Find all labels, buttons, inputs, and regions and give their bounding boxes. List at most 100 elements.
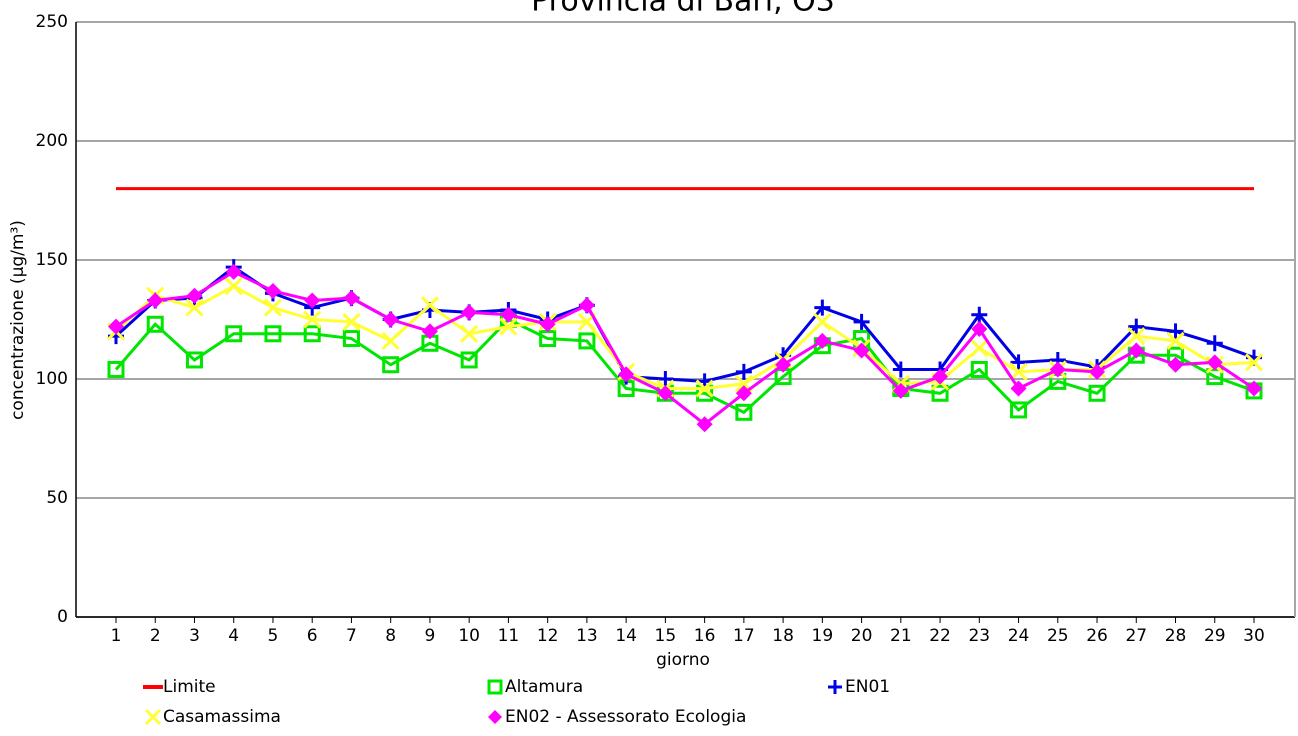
data-point xyxy=(695,379,714,398)
data-point xyxy=(657,371,674,387)
data-point xyxy=(892,361,909,378)
x-tick-label: 15 xyxy=(655,626,677,646)
data-point xyxy=(971,321,988,338)
data-point xyxy=(147,292,164,309)
x-axis-label: giorno xyxy=(656,650,710,670)
data-point xyxy=(1010,380,1027,397)
data-point xyxy=(853,342,870,359)
x-tick-label: 30 xyxy=(1243,626,1265,646)
data-point xyxy=(225,263,242,280)
data-point xyxy=(735,403,753,421)
x-tick-label: 14 xyxy=(615,626,637,646)
y-tick-label: 200 xyxy=(36,131,68,151)
x-tick-label: 2 xyxy=(150,626,161,646)
data-point xyxy=(1088,384,1106,402)
data-point xyxy=(146,315,164,333)
data-point xyxy=(814,299,831,316)
data-point xyxy=(1167,323,1184,340)
series-line xyxy=(115,270,1255,427)
x-tick-label: 10 xyxy=(458,626,480,646)
x-tick-label: 4 xyxy=(228,626,239,646)
data-point xyxy=(263,298,283,317)
data-point xyxy=(813,312,832,331)
data-point xyxy=(382,311,399,328)
data-point xyxy=(185,298,204,317)
legend-label: Casamassima xyxy=(163,707,281,727)
data-point xyxy=(1089,363,1106,380)
data-point xyxy=(931,384,949,402)
data-point xyxy=(892,382,909,399)
x-tick-label: 17 xyxy=(733,626,755,646)
x-tick-label: 28 xyxy=(1165,626,1187,646)
data-point xyxy=(735,363,752,380)
series-line xyxy=(114,265,1255,383)
data-point xyxy=(342,312,361,331)
x-tick-label: 3 xyxy=(189,626,200,646)
y-tick-label: 100 xyxy=(36,369,68,389)
data-point xyxy=(1128,318,1145,335)
data-point xyxy=(304,292,321,309)
data-point xyxy=(461,304,478,321)
data-point xyxy=(185,351,203,369)
legend-marker xyxy=(488,710,502,724)
x-tick-label: 12 xyxy=(537,626,559,646)
y-tick-label: 250 xyxy=(36,12,68,32)
data-point xyxy=(1206,354,1223,371)
legend-label: Limite xyxy=(163,677,216,697)
data-point xyxy=(539,316,556,333)
legend-marker xyxy=(828,680,842,694)
data-point xyxy=(618,366,635,383)
series-line xyxy=(114,284,1255,391)
data-point xyxy=(1166,331,1185,350)
data-point xyxy=(657,385,674,402)
data-point xyxy=(381,331,400,350)
data-point xyxy=(814,332,831,349)
chart-title: Provincia di Bari, O3 xyxy=(531,0,835,19)
legend-label: Altamura xyxy=(505,677,583,697)
data-point xyxy=(186,287,203,304)
data-point xyxy=(971,306,988,323)
legend-label: EN01 xyxy=(845,677,890,697)
data-point xyxy=(696,416,713,433)
data-point xyxy=(970,360,988,378)
data-point xyxy=(224,277,243,296)
legend-label: EN02 - Assessorato Ecologia xyxy=(505,707,746,727)
data-point xyxy=(421,323,438,340)
legend-marker xyxy=(144,708,162,726)
data-point xyxy=(1127,327,1146,346)
data-point xyxy=(970,338,989,358)
data-point xyxy=(1128,342,1145,359)
data-point xyxy=(1206,335,1223,352)
data-point xyxy=(420,296,439,315)
data-point xyxy=(775,356,792,373)
data-point xyxy=(578,297,595,314)
x-tick-label: 5 xyxy=(268,626,279,646)
x-tick-label: 24 xyxy=(1008,626,1030,646)
x-tick-label: 22 xyxy=(929,626,951,646)
x-tick-label: 26 xyxy=(1086,626,1108,646)
data-point xyxy=(264,282,281,299)
data-point xyxy=(460,324,479,343)
data-point xyxy=(303,310,322,329)
x-tick-label: 1 xyxy=(111,626,122,646)
x-tick-label: 21 xyxy=(890,626,912,646)
x-tick-label: 8 xyxy=(385,626,396,646)
x-tick-label: 29 xyxy=(1204,626,1226,646)
x-tick-label: 16 xyxy=(694,626,716,646)
data-point xyxy=(264,325,282,343)
y-tick-label: 0 xyxy=(57,607,68,627)
y-axis-label: concentrazione (µg/m³) xyxy=(8,220,28,420)
x-tick-label: 27 xyxy=(1125,626,1147,646)
data-point xyxy=(932,368,949,385)
data-point xyxy=(1246,380,1262,397)
x-tick-label: 11 xyxy=(498,626,520,646)
legend-marker xyxy=(487,679,503,695)
x-tick-label: 19 xyxy=(812,626,834,646)
x-tick-label: 20 xyxy=(851,626,873,646)
x-tick-label: 18 xyxy=(772,626,794,646)
data-point xyxy=(342,330,360,348)
data-point xyxy=(1244,353,1264,372)
x-tick-label: 25 xyxy=(1047,626,1069,646)
data-point xyxy=(1167,356,1184,373)
data-point xyxy=(500,306,517,323)
